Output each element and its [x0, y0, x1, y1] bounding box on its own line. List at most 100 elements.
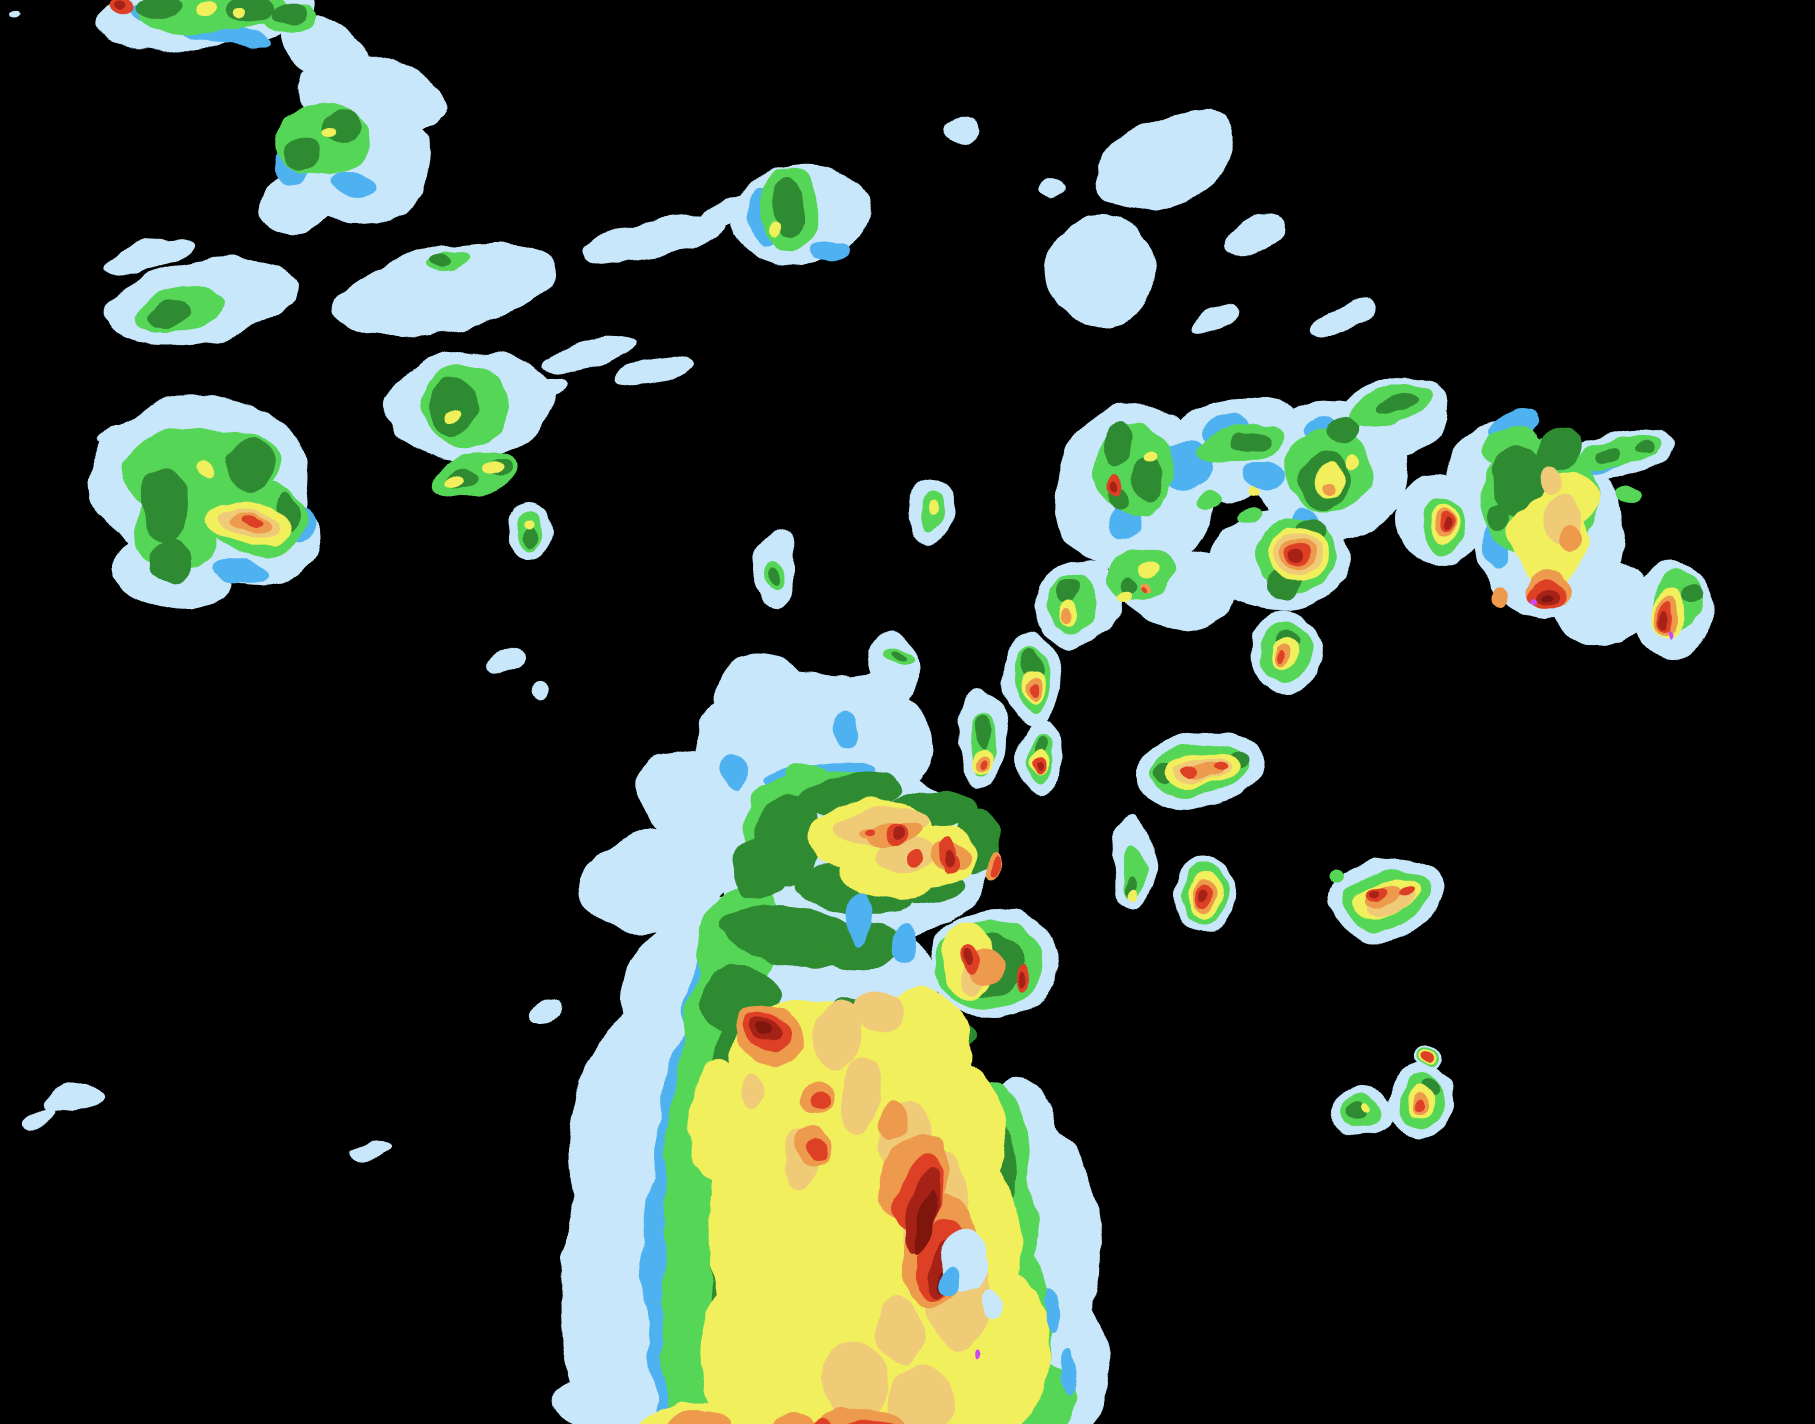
- radar-echo-dark-green: [1490, 445, 1550, 515]
- radar-echo-dark-green: [282, 137, 322, 173]
- radar-echo-red: [841, 1416, 899, 1424]
- radar-echo-orange: [770, 1412, 810, 1424]
- radar-echo-light-green: [1616, 486, 1642, 504]
- radar-echo-very-light-precip: [1038, 177, 1066, 199]
- radar-echo-dark-green: [1134, 458, 1166, 502]
- radar-echo-red: [992, 854, 1002, 876]
- radar-echo-yellow: [233, 8, 247, 20]
- radar-echo-red: [1143, 587, 1149, 593]
- radar-echo-very-light-precip: [45, 1085, 105, 1115]
- radar-echo-dark-red: [1020, 972, 1028, 988]
- radar-echo-tan: [885, 1365, 955, 1424]
- radar-echo-very-light-precip: [348, 1140, 392, 1160]
- radar-echo-yellow: [1363, 1103, 1373, 1113]
- radar-echo-very-light-precip: [978, 1289, 1002, 1321]
- radar-echo-light-precip-blue: [1060, 1345, 1076, 1395]
- radar-echoes-group: [13, 0, 1712, 1424]
- radar-echo-very-light-precip: [1550, 555, 1650, 645]
- radar-echo-dark-red: [891, 823, 901, 837]
- radar-echo-yellow: [700, 1270, 820, 1424]
- radar-echo-maroon: [755, 1023, 773, 1037]
- radar-echo-very-light-precip: [529, 999, 561, 1021]
- radar-echo-very-light-precip: [1094, 108, 1236, 212]
- radar-echo-dark-red: [1037, 760, 1043, 768]
- radar-echo-orange: [1560, 526, 1584, 554]
- radar-echo-dark-green: [428, 378, 476, 438]
- radar-echo-very-light-precip: [13, 11, 23, 19]
- radar-echo-dark-red: [1111, 478, 1119, 492]
- radar-echo-very-light-precip: [715, 655, 805, 725]
- radar-echo-light-precip-blue: [941, 1270, 959, 1296]
- radar-echo-yellow: [1344, 452, 1360, 468]
- radar-echo-light-precip-blue: [846, 894, 870, 946]
- radar-echo-magenta-hail: [975, 1347, 981, 1357]
- radar-echo-light-precip-blue: [810, 240, 850, 260]
- radar-echo-dark-green: [1056, 580, 1080, 604]
- radar-echo-yellow: [197, 1, 217, 17]
- radar-echo-yellow: [483, 463, 501, 477]
- radar-echo-yellow: [323, 127, 337, 139]
- radar-echo-yellow: [525, 519, 535, 529]
- radar-echo-dark-green: [1596, 448, 1620, 462]
- radar-echo-light-precip-blue: [836, 712, 860, 748]
- radar-echo-very-light-precip: [581, 827, 729, 933]
- radar-echo-yellow: [690, 1060, 750, 1180]
- radar-echo-yellow: [447, 474, 463, 486]
- radar-echo-dark-green: [138, 0, 182, 20]
- radar-echo-very-light-precip: [615, 356, 695, 388]
- radar-echo-dark-green: [1327, 417, 1363, 447]
- radar-echo-dark-red: [1442, 520, 1448, 532]
- radar-echo-dark-green: [146, 302, 190, 328]
- radar-echo-yellow: [1128, 887, 1138, 899]
- radar-echo-yellow: [1316, 462, 1344, 498]
- radar-echo-light-green: [783, 763, 827, 787]
- radar-echo-orange: [880, 1102, 910, 1138]
- radar-echo-red: [909, 852, 923, 868]
- radar-echo-dark-green: [430, 256, 450, 268]
- radar-echo-very-light-precip: [1221, 214, 1289, 256]
- radar-echo-yellow: [445, 409, 461, 425]
- radar-echo-yellow: [768, 222, 778, 234]
- radar-echo-very-light-precip: [1045, 215, 1155, 325]
- radar-echo-yellow: [1146, 452, 1158, 464]
- radar-echo-magenta-hail: [1529, 597, 1535, 605]
- radar-echo-yellow: [1248, 487, 1258, 497]
- radar-echo-maroon: [915, 1193, 939, 1251]
- radar-echo-dark-green: [730, 840, 790, 900]
- radar-echo-yellow: [1140, 562, 1160, 578]
- radar-echo-very-light-precip: [22, 1109, 58, 1127]
- radar-echo-light-precip-blue: [1043, 1290, 1061, 1330]
- radar-echo-tan: [740, 1070, 764, 1110]
- radar-echo-dark-green: [150, 538, 190, 582]
- radar-echo-dark-green: [1488, 505, 1512, 535]
- radar-echo-dark-red: [1662, 610, 1670, 626]
- radar-echo-dark-green: [1105, 425, 1135, 465]
- radar-echo-red: [1279, 653, 1287, 667]
- radar-echo-very-light-precip: [584, 213, 726, 263]
- radar-echo-red: [806, 1138, 824, 1162]
- radar-echo-red: [1027, 683, 1037, 695]
- radar-echo-very-light-precip: [261, 168, 339, 232]
- radar-echo-very-light-precip: [530, 682, 550, 698]
- radar-echo-maroon: [1540, 593, 1554, 603]
- radar-echo-very-light-precip: [106, 236, 194, 274]
- radar-echo-tan: [839, 1055, 881, 1135]
- radar-echo-red: [863, 827, 873, 835]
- radar-echo-tan: [812, 1000, 864, 1070]
- radar-echo-dark-green: [1230, 431, 1270, 453]
- radar-echo-dark-green: [140, 470, 190, 540]
- radar-echo-dark-green: [771, 568, 781, 584]
- radar-echo-tan: [1538, 465, 1562, 495]
- radar-echo-orange: [1492, 586, 1508, 610]
- radar-echo-yellow: [926, 500, 938, 516]
- radar-echo-tan: [875, 1295, 925, 1365]
- radar-echo-light-precip-blue: [893, 925, 917, 965]
- radar-echo-dark-red: [961, 947, 971, 965]
- radar-echo-red: [808, 1417, 832, 1424]
- radar-echo-tan: [825, 1340, 885, 1420]
- radar-echo-dark-red: [946, 850, 954, 866]
- radar-echo-dark-red: [115, 1, 129, 11]
- radar-echo-dark-green: [274, 2, 310, 26]
